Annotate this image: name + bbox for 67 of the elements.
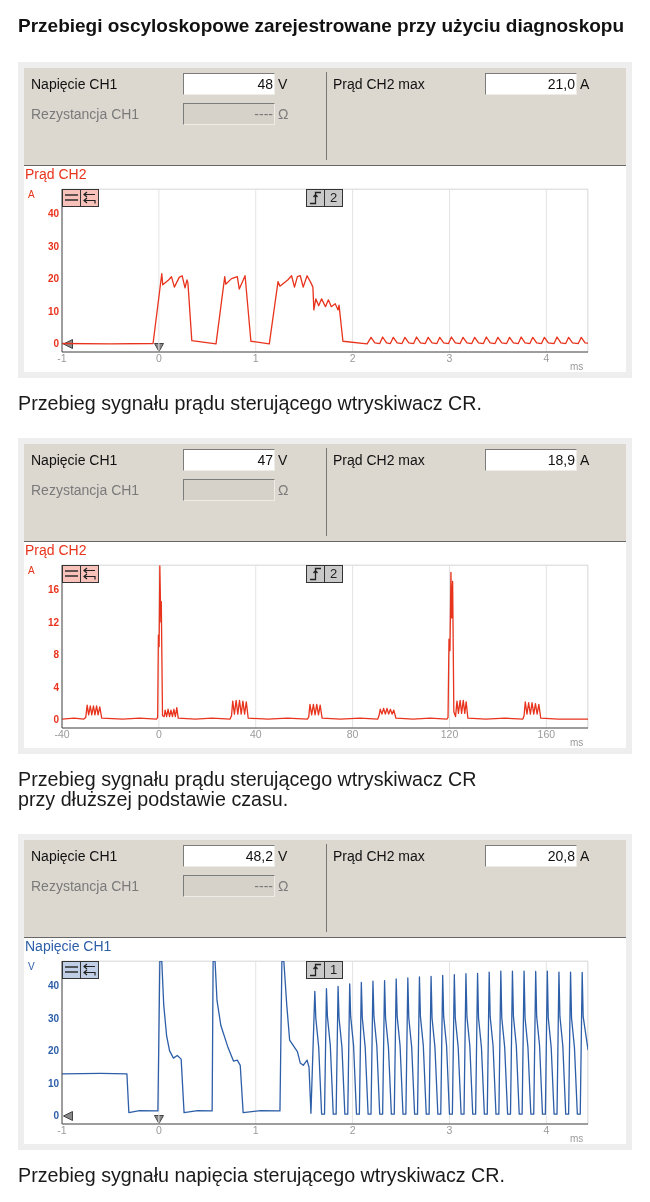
annotation: 1 bbox=[329, 962, 338, 977]
x-tick-label: 2 bbox=[349, 352, 356, 365]
x-tick-label: 0 bbox=[155, 728, 162, 741]
text: 47 V bbox=[257, 451, 288, 470]
text: Ω bbox=[278, 481, 289, 500]
x-axis-title: ms bbox=[570, 737, 584, 749]
chart-title: Przebiegi oscyloskopowe zarejestrowane przy użyciu diagnoskopu bbox=[18, 14, 626, 37]
text: Prąd CH2 max bbox=[333, 451, 425, 470]
text: Napięcie CH1 bbox=[31, 847, 118, 866]
y-tick-label: 40 bbox=[47, 980, 60, 991]
x-tick-label: 2 bbox=[349, 1124, 356, 1137]
x-tick-label: 120 bbox=[440, 728, 459, 741]
y-tick-label: 0 bbox=[53, 1110, 60, 1122]
text: ---- Ω bbox=[254, 877, 289, 896]
y-tick-label: 4 bbox=[53, 681, 60, 693]
text: 48 V bbox=[257, 75, 288, 94]
y-tick-label: 30 bbox=[47, 1012, 60, 1024]
text: Prąd CH2 bbox=[25, 166, 87, 182]
y-tick-label: 8 bbox=[53, 649, 60, 661]
y-tick-label: 0 bbox=[53, 714, 60, 726]
x-axis-title: ms bbox=[570, 1133, 584, 1145]
x-tick-label: 40 bbox=[249, 728, 262, 741]
y-axis-title: V bbox=[28, 961, 35, 973]
x-tick-label: -1 bbox=[57, 352, 67, 365]
text: Rezystancja CH1 bbox=[31, 877, 140, 896]
y-tick-label: 12 bbox=[47, 616, 60, 628]
y-tick-label: 30 bbox=[47, 240, 60, 252]
text: Przebieg sygnału prądu sterującego wtryskiwacz CR przy dłuższej podstawie czasu. bbox=[18, 768, 478, 810]
y-axis-title: A bbox=[28, 189, 35, 201]
y-tick-label: 10 bbox=[47, 1077, 60, 1089]
y-tick-label: 20 bbox=[47, 273, 60, 285]
y-tick-label: 16 bbox=[47, 584, 60, 595]
x-tick-label: 3 bbox=[446, 1124, 453, 1137]
x-axis-title: ms bbox=[570, 361, 584, 373]
text: ---- Ω bbox=[254, 105, 289, 124]
text: Prąd CH2 max bbox=[333, 75, 425, 94]
y-axis-title: A bbox=[28, 565, 35, 577]
y-tick-label: 0 bbox=[53, 338, 60, 350]
x-tick-label: 160 bbox=[537, 728, 556, 741]
text: 21,0 A bbox=[547, 75, 590, 94]
text: 18,9 A bbox=[547, 451, 590, 470]
y-tick-label: 40 bbox=[47, 208, 60, 219]
y-tick-label: 20 bbox=[47, 1045, 60, 1057]
y-tick-label: 10 bbox=[47, 305, 60, 317]
x-tick-label: 80 bbox=[346, 728, 359, 741]
x-tick-label: 0 bbox=[155, 352, 162, 365]
text: Rezystancja CH1 bbox=[31, 105, 140, 124]
text: Prąd CH2 max bbox=[333, 847, 425, 866]
x-tick-label: -40 bbox=[54, 728, 70, 741]
x-tick-label: 0 bbox=[155, 1124, 162, 1137]
text: 48,2 V bbox=[245, 847, 288, 866]
annotation: 2 bbox=[329, 566, 338, 581]
text: Przebieg sygnału prądu sterującego wtryskiwacz CR. bbox=[18, 392, 483, 414]
x-tick-label: -1 bbox=[57, 1124, 67, 1137]
annotation: 2 bbox=[329, 190, 338, 205]
x-tick-label: 4 bbox=[543, 1124, 550, 1137]
x-tick-label: 4 bbox=[543, 352, 550, 365]
text: Przebieg sygnału napięcia sterującego wtryskiwacz CR. bbox=[18, 1164, 506, 1186]
x-tick-label: 1 bbox=[252, 352, 259, 365]
x-tick-label: 3 bbox=[446, 352, 453, 365]
text: Prąd CH2 bbox=[25, 542, 87, 558]
x-tick-label: 1 bbox=[252, 1124, 259, 1137]
text: Napięcie CH1 bbox=[31, 451, 118, 470]
text: Rezystancja CH1 bbox=[31, 481, 140, 500]
text: Napięcie CH1 bbox=[25, 938, 112, 954]
text: Napięcie CH1 bbox=[31, 75, 118, 94]
text: 20,8 A bbox=[547, 847, 590, 866]
